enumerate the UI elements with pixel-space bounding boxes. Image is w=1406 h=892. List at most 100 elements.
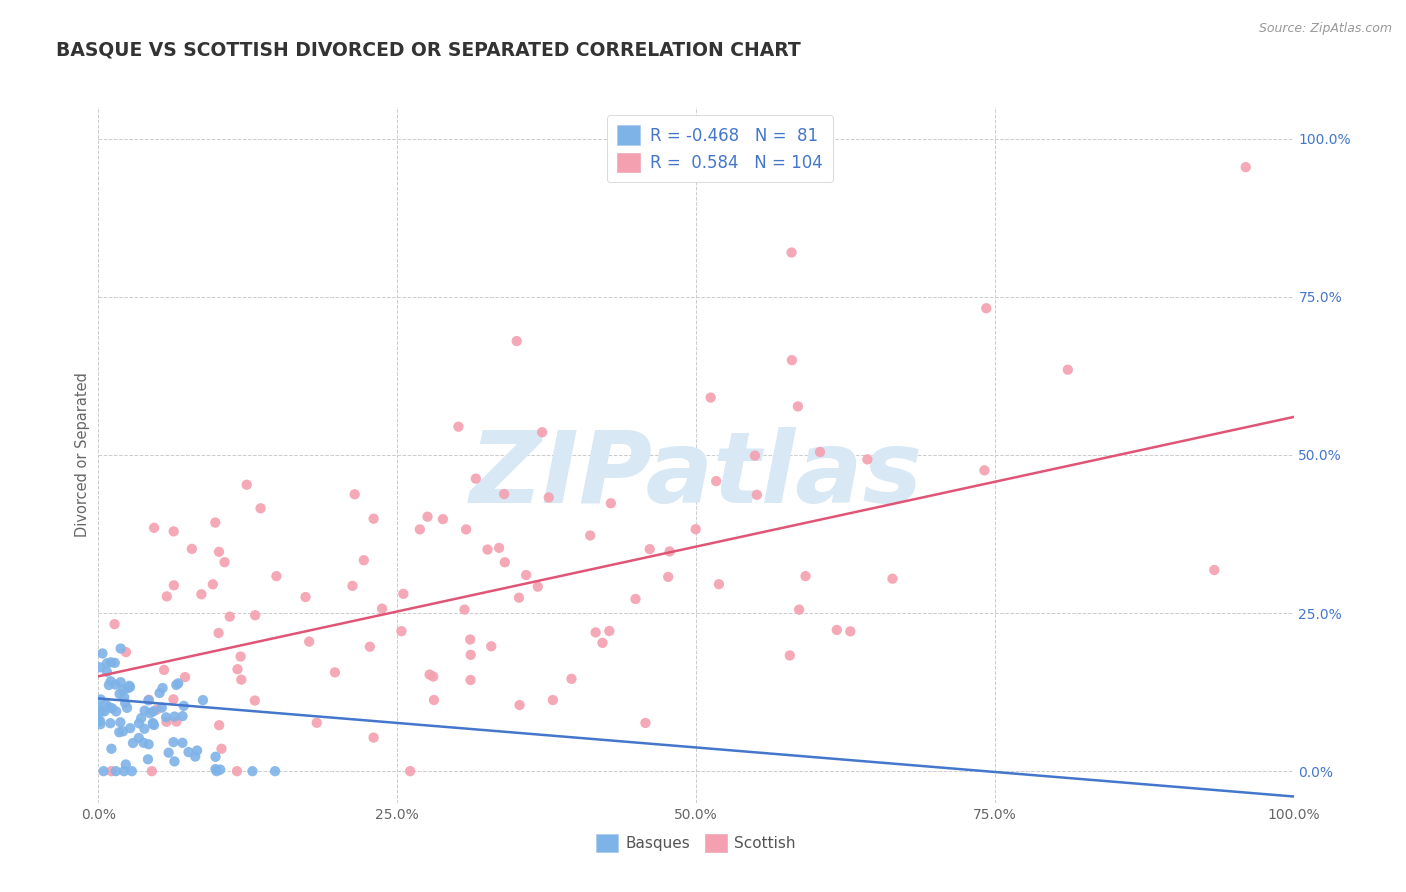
Point [839, 624, 862, 639]
Point [973, 463, 995, 477]
Point [342, 579, 364, 593]
Point [585, 625, 607, 640]
Point [794, 569, 817, 583]
Point [104, 656, 127, 670]
Point [129, 711, 152, 725]
Point [201, 577, 224, 591]
Point [89, 704, 111, 718]
Point [1056, 362, 1078, 376]
Point [226, 662, 249, 676]
Point [243, 693, 266, 707]
Point [218, 609, 240, 624]
Point [100, 741, 122, 756]
Point [89, 714, 111, 728]
Point [104, 764, 127, 779]
Point [460, 648, 482, 662]
Point [114, 757, 136, 772]
Point [191, 693, 214, 707]
Point [508, 591, 530, 605]
Point [460, 673, 482, 687]
Legend: Basques, Scottish: Basques, Scottish [591, 828, 801, 858]
Point [422, 669, 444, 683]
Point [120, 721, 142, 735]
Point [89, 660, 111, 674]
Point [808, 445, 831, 459]
Point [165, 678, 187, 692]
Point [177, 745, 200, 759]
Point [477, 542, 499, 557]
Point [560, 672, 582, 686]
Point [494, 487, 516, 501]
Point [138, 693, 160, 707]
Point [104, 677, 127, 691]
Point [598, 624, 620, 638]
Point [209, 763, 232, 777]
Point [143, 521, 166, 535]
Point [264, 764, 287, 779]
Point [509, 698, 531, 712]
Point [134, 722, 156, 736]
Point [108, 687, 131, 701]
Point [149, 686, 172, 700]
Point [100, 764, 122, 779]
Point [103, 617, 125, 632]
Point [976, 301, 998, 316]
Point [115, 701, 138, 715]
Point [112, 764, 135, 779]
Point [138, 737, 160, 751]
Point [229, 649, 252, 664]
Point [204, 749, 226, 764]
Point [1204, 563, 1226, 577]
Point [208, 718, 231, 732]
Point [399, 764, 422, 779]
Point [155, 714, 177, 729]
Point [363, 731, 385, 745]
Point [100, 674, 122, 689]
Point [184, 749, 207, 764]
Point [634, 716, 657, 731]
Point [98, 700, 121, 714]
Point [453, 602, 475, 616]
Point [90, 705, 112, 719]
Point [235, 477, 257, 491]
Point [392, 587, 415, 601]
Point [204, 762, 226, 776]
Point [89, 704, 111, 718]
Point [172, 736, 194, 750]
Point [157, 746, 180, 760]
Point [96, 665, 118, 679]
Point [141, 764, 163, 779]
Point [599, 496, 621, 510]
Point [90, 692, 112, 706]
Point [118, 680, 141, 694]
Point [537, 491, 560, 505]
Point [91, 647, 114, 661]
Point [128, 716, 150, 731]
Point [780, 245, 803, 260]
Point [592, 636, 614, 650]
Point [780, 353, 803, 368]
Point [205, 764, 228, 779]
Point [515, 568, 537, 582]
Point [305, 715, 328, 730]
Point [142, 717, 165, 731]
Point [142, 704, 165, 718]
Point [204, 516, 226, 530]
Point [132, 736, 155, 750]
Point [143, 718, 166, 732]
Point [94, 698, 117, 712]
Point [150, 700, 173, 714]
Point [208, 545, 231, 559]
Point [165, 714, 187, 729]
Point [464, 472, 486, 486]
Point [134, 704, 156, 718]
Point [87, 714, 110, 728]
Point [112, 690, 135, 705]
Point [97, 678, 120, 692]
Text: ZIPatlas: ZIPatlas [470, 427, 922, 524]
Point [579, 528, 602, 542]
Point [745, 488, 768, 502]
Text: Source: ZipAtlas.com: Source: ZipAtlas.com [1258, 22, 1392, 36]
Point [98, 716, 121, 731]
Point [118, 679, 141, 693]
